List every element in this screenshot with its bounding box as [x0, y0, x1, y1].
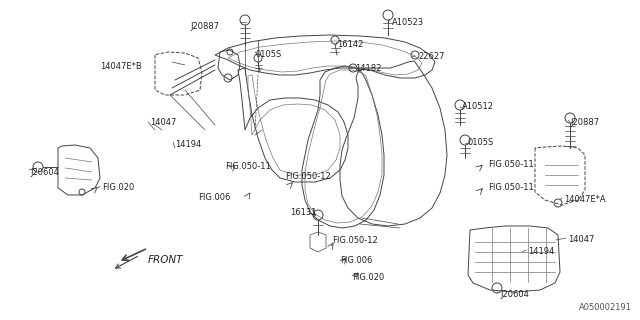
Text: A10512: A10512 [462, 102, 494, 111]
Text: 14047E*B: 14047E*B [100, 62, 141, 71]
Text: 14047: 14047 [150, 118, 177, 127]
Text: A10523: A10523 [392, 18, 424, 27]
Text: FIG.020: FIG.020 [102, 183, 134, 192]
Text: 22627: 22627 [418, 52, 445, 61]
Text: 0105S: 0105S [468, 138, 494, 147]
Text: FIG.006: FIG.006 [340, 256, 372, 265]
Text: FIG.050-11: FIG.050-11 [488, 183, 534, 192]
Text: FRONT: FRONT [148, 255, 184, 265]
Text: J20887: J20887 [190, 22, 219, 31]
Text: 14194: 14194 [175, 140, 201, 149]
Text: A050002191: A050002191 [579, 303, 632, 312]
Text: J20604: J20604 [30, 168, 59, 177]
Text: 16142: 16142 [337, 40, 364, 49]
Text: FIG.020: FIG.020 [352, 273, 384, 282]
Text: FIG.050-12: FIG.050-12 [332, 236, 378, 245]
Text: 0105S: 0105S [256, 50, 282, 59]
Text: 14182: 14182 [355, 64, 381, 73]
Text: 16131: 16131 [290, 208, 317, 217]
Text: J20604: J20604 [500, 290, 529, 299]
Text: 14194: 14194 [528, 247, 554, 256]
Text: FIG.050-11: FIG.050-11 [225, 162, 271, 171]
Text: FIG.006: FIG.006 [198, 193, 230, 202]
Text: FIG.050-11: FIG.050-11 [488, 160, 534, 169]
Text: FIG.050-12: FIG.050-12 [285, 172, 331, 181]
Text: 14047: 14047 [568, 235, 595, 244]
Text: J20887: J20887 [570, 118, 599, 127]
Text: 14047E*A: 14047E*A [564, 195, 605, 204]
